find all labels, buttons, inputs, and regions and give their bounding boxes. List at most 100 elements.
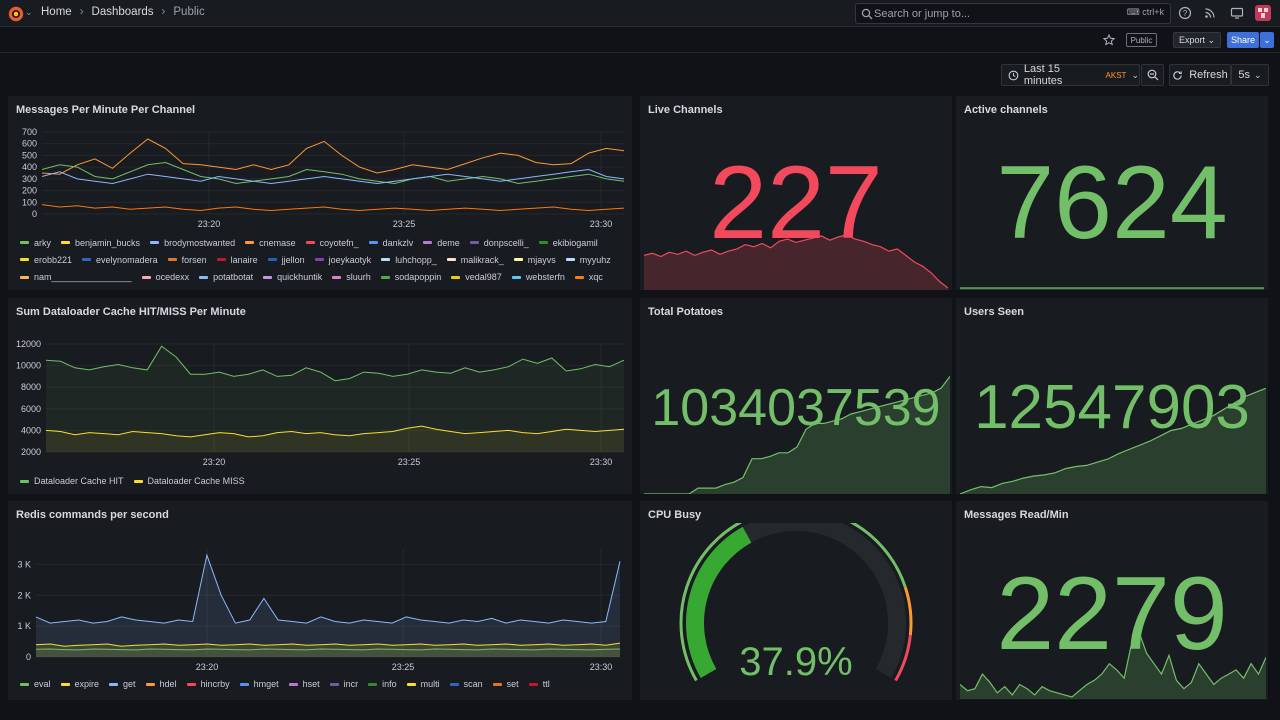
panel-live-channels[interactable]: Live Channels 227 bbox=[640, 96, 952, 290]
redis-legend-item[interactable]: hmget bbox=[239, 679, 279, 689]
redis-legend-item[interactable]: eval bbox=[20, 679, 51, 689]
messages-legend-item[interactable]: ocedexx bbox=[141, 272, 189, 283]
share-dropdown-chevron-icon[interactable]: ⌄ bbox=[1260, 32, 1274, 48]
redis-legend-item[interactable]: scan bbox=[449, 679, 483, 689]
panel-cpu-busy[interactable]: CPU Busy 37.9% bbox=[640, 501, 952, 700]
legend-swatch bbox=[60, 682, 70, 686]
y-tick-label: 300 bbox=[22, 174, 37, 184]
legend-swatch bbox=[528, 682, 538, 686]
legend-label: coyotefn_ bbox=[319, 237, 359, 248]
messages-legend-item[interactable]: vedal987 bbox=[451, 272, 502, 283]
search-placeholder: Search or jump to... bbox=[874, 7, 970, 20]
messages-legend-item[interactable]: donpscelli_ bbox=[469, 237, 529, 248]
breadcrumb-dashboards[interactable]: Dashboards bbox=[91, 6, 154, 18]
dataloader-legend-item[interactable]: Dataloader Cache MISS bbox=[133, 476, 245, 486]
legend-label: donpscelli_ bbox=[483, 237, 529, 248]
messages-legend-item[interactable]: ekibiogamil bbox=[538, 237, 598, 248]
messages-legend-item[interactable]: mjayvs bbox=[513, 254, 556, 265]
redis-legend-item[interactable]: hset bbox=[288, 679, 320, 689]
legend-swatch bbox=[216, 258, 226, 262]
x-tick-label: 23:30 bbox=[590, 219, 613, 229]
y-tick-label: 700 bbox=[22, 127, 37, 137]
search-input[interactable]: Search or jump to... ⌨ ctrl+k bbox=[855, 3, 1171, 24]
redis-legend-item[interactable]: incr bbox=[329, 679, 358, 689]
legend-swatch bbox=[565, 258, 575, 262]
user-avatar[interactable] bbox=[1255, 5, 1271, 21]
redis-legend-item[interactable]: info bbox=[368, 679, 397, 689]
x-tick-label: 23:20 bbox=[198, 219, 221, 229]
messages-legend-item[interactable]: websterfn bbox=[511, 272, 565, 283]
legend-label: luhchopp_ bbox=[395, 254, 437, 265]
refresh-button[interactable]: Refresh bbox=[1169, 64, 1231, 86]
help-icon[interactable]: ? bbox=[1178, 6, 1192, 20]
legend-swatch bbox=[423, 241, 433, 245]
panel-messages-per-minute[interactable]: Messages Per Minute Per Channel 0 100 200 3… bbox=[8, 96, 632, 290]
messages-legend-item[interactable]: forsen bbox=[167, 254, 207, 265]
x-tick-label: 23:25 bbox=[393, 219, 416, 229]
chevron-down-icon[interactable]: ⌄ bbox=[25, 7, 33, 17]
messages-legend-item[interactable]: dankzlv bbox=[368, 237, 413, 248]
panel-users-seen[interactable]: Users Seen 12547903 bbox=[956, 298, 1268, 494]
messages-legend-item[interactable]: quickhuntik bbox=[263, 272, 322, 283]
messages-legend-item[interactable]: malikrack_ bbox=[446, 254, 504, 265]
legend-swatch bbox=[368, 241, 378, 245]
panel-messages-read-min[interactable]: Messages Read/Min 2279 bbox=[956, 501, 1268, 700]
breadcrumb-home[interactable]: Home bbox=[41, 6, 72, 18]
x-tick-label: 23:25 bbox=[392, 662, 415, 672]
export-button[interactable]: Export ⌄ bbox=[1173, 32, 1221, 48]
legend-label: ekibiogamil bbox=[552, 237, 598, 248]
messages-legend-item[interactable]: joeykaotyk bbox=[314, 254, 371, 265]
panel-active-channels[interactable]: Active channels 7624 bbox=[956, 96, 1268, 290]
y-tick-label: 400 bbox=[22, 162, 37, 172]
messages-legend-item[interactable]: jjellon bbox=[267, 254, 305, 265]
legend-label: malikrack_ bbox=[460, 254, 504, 265]
redis-legend-item[interactable]: set bbox=[492, 679, 519, 689]
redis-legend-item[interactable]: get bbox=[109, 679, 136, 689]
messages-legend-item[interactable]: cnemase bbox=[245, 237, 296, 248]
panel-total-potatoes[interactable]: Total Potatoes 1034037539 bbox=[640, 298, 952, 494]
dataloader-legend-item[interactable]: Dataloader Cache HIT bbox=[20, 476, 124, 486]
redis-legend-item[interactable]: hincrby bbox=[186, 679, 230, 689]
messages-legend-item[interactable]: luhchopp_ bbox=[381, 254, 437, 265]
y-tick-label: 3 K bbox=[17, 559, 31, 569]
grafana-logo-icon[interactable] bbox=[7, 5, 25, 23]
gauge-threshold-orange bbox=[903, 586, 913, 636]
messages-legend-item[interactable]: arky bbox=[20, 237, 51, 248]
messages-legend-item[interactable]: lanaire bbox=[216, 254, 258, 265]
messages-legend-item[interactable]: nam________________ bbox=[20, 272, 132, 283]
messages-legend-item[interactable]: sluurh bbox=[332, 272, 371, 283]
zoom-out-button[interactable] bbox=[1141, 64, 1164, 86]
messages-legend-item[interactable]: coyotefn_ bbox=[305, 237, 359, 248]
rss-news-icon[interactable] bbox=[1203, 6, 1217, 20]
legend-swatch bbox=[109, 682, 119, 686]
timezone-badge: AKST bbox=[1105, 70, 1127, 80]
messages-legend-item[interactable]: brodymostwanted bbox=[150, 237, 235, 248]
sparkline-line bbox=[960, 388, 1266, 494]
legend-swatch bbox=[381, 258, 391, 262]
messages-legend-item[interactable]: deme bbox=[423, 237, 460, 248]
panel-redis-commands[interactable]: Redis commands per second 0 1 K 2 K 3 K 23:2… bbox=[8, 501, 632, 700]
messages-legend-item[interactable]: benjamin_bucks bbox=[61, 237, 140, 248]
redis-legend-item[interactable]: expire bbox=[60, 679, 99, 689]
messages-legend-item[interactable]: erobb221 bbox=[20, 254, 72, 265]
messages-legend-item[interactable]: evelynomadera bbox=[82, 254, 158, 265]
legend-swatch bbox=[186, 682, 196, 686]
redis-legend-item[interactable]: hdel bbox=[145, 679, 177, 689]
redis-legend-item[interactable]: multi bbox=[406, 679, 440, 689]
messages-legend-item[interactable]: potatbotat bbox=[199, 272, 253, 283]
time-range-picker[interactable]: Last 15 minutes AKST ⌄ bbox=[1001, 63, 1140, 87]
gauge-value-arc bbox=[686, 526, 752, 678]
messages-legend-item[interactable]: sodapoppin bbox=[380, 272, 441, 283]
active-channels-value: 7624 bbox=[996, 145, 1228, 261]
messages-legend-item[interactable]: xqc bbox=[574, 272, 603, 283]
redis-legend-item[interactable]: ttl bbox=[528, 679, 550, 689]
messages-legend-item[interactable]: myyuhz bbox=[565, 254, 611, 265]
refresh-interval-picker[interactable]: 5s ⌄ bbox=[1231, 64, 1269, 86]
zoom-out-icon bbox=[1147, 69, 1158, 81]
monitor-kiosk-icon[interactable] bbox=[1230, 6, 1244, 20]
panel-title: Messages Read/Min bbox=[964, 509, 1069, 521]
share-button[interactable]: Share bbox=[1227, 32, 1259, 48]
series-line bbox=[45, 345, 625, 382]
panel-dataloader-cache[interactable]: Sum Dataloader Cache HIT/MISS Per Minute… bbox=[8, 298, 632, 494]
star-favorite-icon[interactable] bbox=[1103, 34, 1115, 46]
